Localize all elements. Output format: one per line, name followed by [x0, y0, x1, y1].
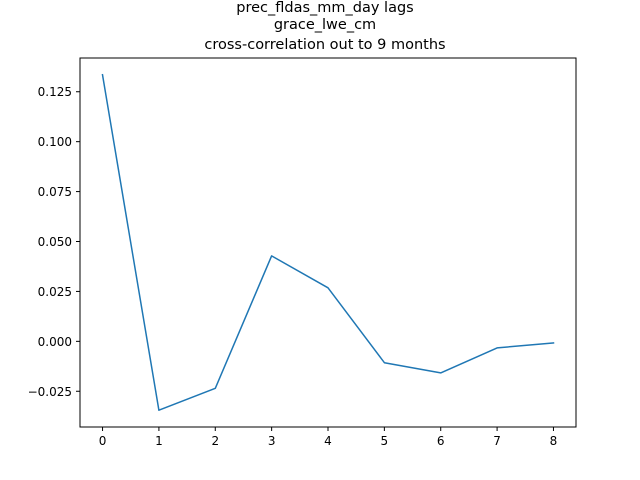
y-axis: −0.025 0.000 0.025 0.050 0.075 0.100 0.125 [28, 85, 80, 399]
x-tick-label: 6 [437, 434, 445, 448]
y-tick-label: 0.050 [38, 235, 72, 249]
x-tick-label: 7 [493, 434, 501, 448]
plot-lines [101, 73, 555, 411]
title-line-2: grace_lwe_cm [274, 17, 376, 33]
x-tick-label: 8 [550, 434, 558, 448]
plot-frame [79, 57, 577, 428]
y-tick-label: 0.075 [38, 185, 72, 199]
title-line-3: cross-correlation out to 9 months [204, 37, 445, 53]
y-tick-label: 0.025 [38, 285, 72, 299]
x-tick-label: 3 [268, 434, 276, 448]
x-tick-label: 5 [381, 434, 389, 448]
x-tick-label: 4 [324, 434, 332, 448]
series-line [101, 73, 555, 411]
y-tick-label: 0.100 [38, 135, 72, 149]
chart-title: prec_fldas_mm_day lags grace_lwe_cm cros… [204, 0, 445, 53]
x-tick-label: 1 [155, 434, 163, 448]
y-tick-label: 0.125 [38, 85, 72, 99]
x-tick-label: 2 [211, 434, 219, 448]
x-axis: 0 1 2 3 4 5 6 7 8 [99, 427, 558, 448]
y-tick-label: 0.000 [38, 335, 72, 349]
x-tick-label: 0 [99, 434, 107, 448]
title-line-1: prec_fldas_mm_day lags [236, 0, 413, 16]
y-tick-label: −0.025 [28, 385, 72, 399]
